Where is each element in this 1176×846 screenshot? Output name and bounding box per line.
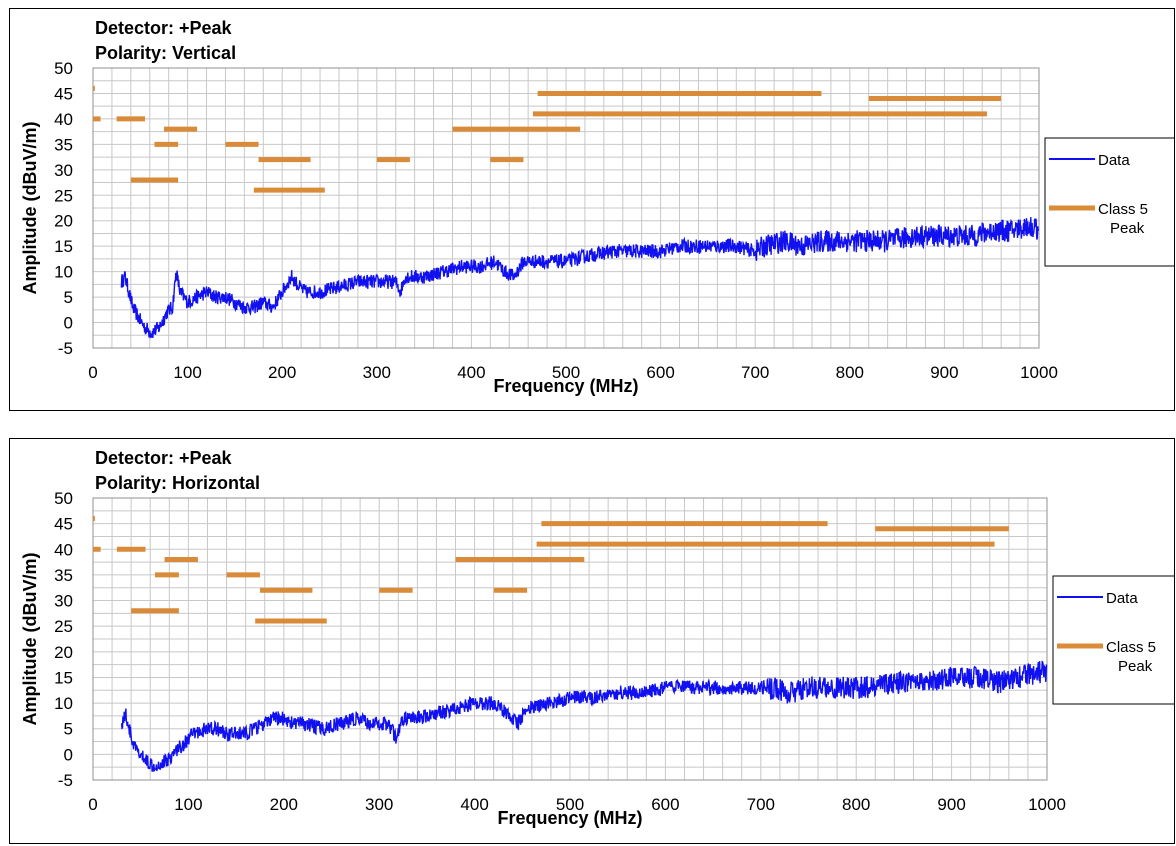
vertical-ytick-label: 10 bbox=[54, 263, 73, 282]
horizontal-xtick-label: 200 bbox=[270, 795, 298, 814]
vertical-ytick-label: 5 bbox=[64, 288, 73, 307]
horizontal-title-polarity: Polarity: Horizontal bbox=[95, 473, 260, 493]
horizontal-xtick-label: 600 bbox=[651, 795, 679, 814]
horizontal-xtick-label: 900 bbox=[937, 795, 965, 814]
vertical-ytick-label: 25 bbox=[54, 186, 73, 205]
horizontal-xtick-label: 700 bbox=[747, 795, 775, 814]
vertical-ytick-label: 15 bbox=[54, 237, 73, 256]
horizontal-ytick-label: 30 bbox=[54, 592, 73, 611]
horizontal-ytick-label: 5 bbox=[64, 720, 73, 739]
horizontal-ytick-label: 45 bbox=[54, 515, 73, 534]
vertical-xtick-label: 900 bbox=[930, 363, 958, 382]
vertical-legend: Data Class 5 Peak bbox=[1044, 137, 1174, 267]
horizontal-title-detector: Detector: +Peak bbox=[95, 448, 233, 468]
vertical-xtick-label: 100 bbox=[173, 363, 201, 382]
vertical-legend-limit-label-line1: Class 5 bbox=[1098, 201, 1148, 218]
horizontal-xaxis-label: Frequency (MHz) bbox=[497, 808, 642, 828]
vertical-yaxis-label: Amplitude (dBuV/m) bbox=[20, 122, 40, 295]
horizontal-legend-data-label: Data bbox=[1106, 590, 1138, 607]
vertical-xaxis-label: Frequency (MHz) bbox=[493, 376, 638, 396]
chart-panel-vertical: -5 0 5 10 15 20 25 30 35 40 45 50 0 100 200 300 400 500 60… bbox=[9, 8, 1175, 411]
horizontal-ytick-label: 40 bbox=[54, 540, 73, 559]
vertical-xtick-label: 400 bbox=[457, 363, 485, 382]
horizontal-plot-frame bbox=[92, 497, 1048, 781]
horizontal-xtick-label: 400 bbox=[460, 795, 488, 814]
horizontal-xtick-label: 0 bbox=[88, 795, 97, 814]
horizontal-ytick-label: 20 bbox=[54, 643, 73, 662]
vertical-data-trace bbox=[120, 217, 1040, 339]
horizontal-legend: Data Class 5 Peak bbox=[1052, 575, 1174, 705]
horizontal-xtick-label: 100 bbox=[174, 795, 202, 814]
horizontal-xtick-label: 500 bbox=[556, 795, 584, 814]
horizontal-legend-limit-label-line1: Class 5 bbox=[1106, 639, 1156, 656]
horizontal-ytick-label: 10 bbox=[54, 694, 73, 713]
vertical-xtick-label: 200 bbox=[268, 363, 296, 382]
horizontal-ytick-label: -5 bbox=[58, 771, 73, 790]
vertical-grid bbox=[92, 67, 1040, 349]
vertical-ytick-label: 50 bbox=[54, 59, 73, 78]
horizontal-ytick-label: 50 bbox=[54, 489, 73, 508]
vertical-title-polarity: Polarity: Vertical bbox=[95, 43, 236, 63]
horizontal-xtick-label: 300 bbox=[365, 795, 393, 814]
vertical-xtick-label: 300 bbox=[363, 363, 391, 382]
vertical-xtick-label: 800 bbox=[836, 363, 864, 382]
vertical-xtick-label: 1000 bbox=[1020, 363, 1058, 382]
vertical-xtick-label: 0 bbox=[88, 363, 97, 382]
vertical-legend-data-label: Data bbox=[1098, 152, 1130, 169]
horizontal-ytick-label: 35 bbox=[54, 566, 73, 585]
horizontal-ytick-label: 0 bbox=[64, 745, 73, 764]
vertical-ytick-label: 45 bbox=[54, 84, 73, 103]
horizontal-xtick-label: 1000 bbox=[1028, 795, 1066, 814]
horizontal-xtick-label: 800 bbox=[842, 795, 870, 814]
vertical-plot-frame bbox=[92, 67, 1040, 349]
horizontal-ytick-label: 25 bbox=[54, 617, 73, 636]
vertical-ytick-label: 0 bbox=[64, 314, 73, 333]
horizontal-legend-limit-label-line2: Peak bbox=[1118, 658, 1153, 675]
vertical-title-detector: Detector: +Peak bbox=[95, 18, 233, 38]
vertical-legend-limit-label-line2: Peak bbox=[1110, 220, 1145, 237]
vertical-xtick-label: 700 bbox=[741, 363, 769, 382]
chart-panel-horizontal: -5 0 5 10 15 20 25 30 35 40 45 50 0 100 200 300 400 500 60… bbox=[9, 438, 1175, 844]
horizontal-data-trace bbox=[120, 660, 1048, 773]
vertical-xtick-label: 600 bbox=[646, 363, 674, 382]
vertical-ytick-label: 35 bbox=[54, 135, 73, 154]
horizontal-yaxis-label: Amplitude (dBuV/m) bbox=[20, 553, 40, 726]
vertical-ytick-label: 40 bbox=[54, 110, 73, 129]
vertical-ytick-label: -5 bbox=[58, 339, 73, 358]
vertical-ytick-label: 30 bbox=[54, 161, 73, 180]
horizontal-ytick-label: 15 bbox=[54, 668, 73, 687]
vertical-xtick-label: 500 bbox=[552, 363, 580, 382]
vertical-ytick-label: 20 bbox=[54, 212, 73, 231]
